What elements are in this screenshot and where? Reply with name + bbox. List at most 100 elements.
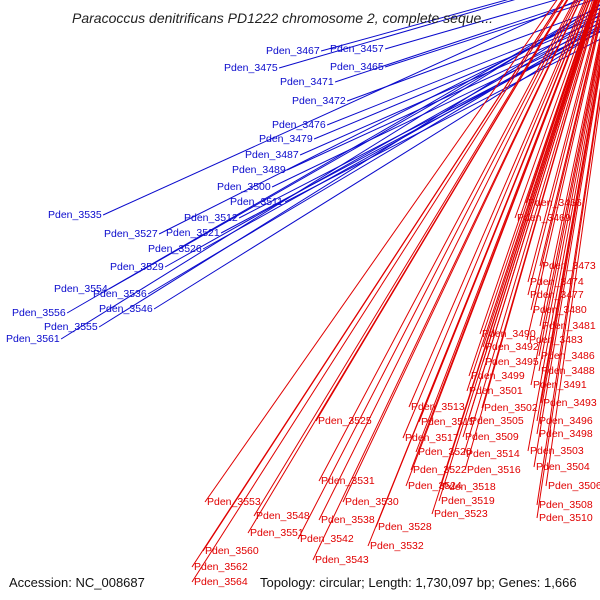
forward-leader-line <box>102 0 579 216</box>
reverse-leader-line <box>527 10 600 296</box>
forward-leader-line <box>98 14 600 328</box>
reverse-gene-label: Pden_3564 <box>194 576 248 588</box>
reverse-leader-line <box>318 0 579 521</box>
reverse-leader-line <box>538 43 600 357</box>
reverse-gene-label: Pden_3522 <box>413 464 467 476</box>
forward-gene-label: Pden_3561 <box>6 333 60 345</box>
forward-leader-line <box>313 19 600 140</box>
reverse-gene-label: Pden_3542 <box>300 533 354 545</box>
reverse-leader-line <box>526 22 600 341</box>
forward-leader-line <box>153 30 600 310</box>
reverse-gene-label: Pden_3560 <box>205 545 259 557</box>
reverse-leader-line <box>463 0 600 455</box>
forward-leader-line <box>220 31 600 234</box>
reverse-leader-line <box>466 0 597 392</box>
reverse-leader-line <box>405 0 591 487</box>
reverse-leader-line <box>415 0 591 453</box>
reverse-leader-line <box>464 0 600 471</box>
forward-gene-label: Pden_3511 <box>230 196 283 208</box>
forward-gene-label: Pden_3535 <box>48 209 102 221</box>
forward-gene-label: Pden_3536 <box>93 288 147 300</box>
reverse-leader-line <box>402 0 587 439</box>
reverse-leader-line <box>514 0 594 219</box>
reverse-gene-label: Pden_3473 <box>542 260 596 272</box>
forward-gene-label: Pden_3465 <box>330 61 384 73</box>
reverse-leader-line <box>367 0 589 547</box>
reverse-gene-label: Pden_3518 <box>442 481 496 493</box>
topology-stats: Topology: circular; Length: 1,730,097 bp… <box>260 575 577 590</box>
accession-text: Accession: NC_008687 <box>9 575 145 590</box>
reverse-leader-line <box>536 65 600 435</box>
forward-gene-label: Pden_3467 <box>266 45 320 57</box>
forward-gene-label: Pden_3555 <box>44 321 98 333</box>
reverse-gene-label: Pden_3523 <box>434 508 488 520</box>
reverse-gene-label: Pden_3477 <box>530 289 584 301</box>
reverse-gene-label: Pden_3530 <box>345 496 399 508</box>
reverse-leader-line <box>479 0 595 335</box>
reverse-leader-line <box>538 48 600 372</box>
forward-gene-label: Pden_3487 <box>245 149 299 161</box>
reverse-leader-line <box>530 40 600 386</box>
forward-gene-label: Pden_3475 <box>224 62 278 74</box>
forward-leader-line <box>384 0 558 50</box>
forward-gene-label: Pden_3500 <box>217 181 271 193</box>
reverse-gene-label: Pden_3520 <box>418 446 472 458</box>
forward-leader-line <box>147 24 600 295</box>
forward-gene-label: Pden_3529 <box>110 261 164 273</box>
reverse-gene-label: Pden_3491 <box>533 379 587 391</box>
reverse-gene-label: Pden_3551 <box>250 527 304 539</box>
reverse-leader-line <box>530 18 600 311</box>
reverse-leader-line <box>536 91 600 519</box>
reverse-gene-label: Pden_3509 <box>465 431 519 443</box>
forward-leader-line <box>60 4 600 340</box>
reverse-gene-label: Pden_3501 <box>469 385 523 397</box>
reverse-gene-label: Pden_3517 <box>405 432 459 444</box>
reverse-gene-label: Pden_3508 <box>539 499 593 511</box>
forward-leader-line <box>278 0 516 69</box>
reverse-gene-label: Pden_3504 <box>536 461 590 473</box>
reverse-gene-label: Pden_3474 <box>530 276 584 288</box>
reverse-gene-label: Pden_3495 <box>485 356 539 368</box>
forward-leader-line <box>346 7 600 102</box>
map-title: Paracoccus denitrificans PD1222 chromoso… <box>72 10 493 26</box>
reverse-leader-line <box>342 0 582 503</box>
forward-leader-line <box>384 0 596 68</box>
reverse-gene-label: Pden_3524 <box>408 480 462 492</box>
forward-leader-line <box>284 38 600 203</box>
reverse-gene-label: Pden_3492 <box>485 341 539 353</box>
reverse-leader-line <box>204 0 558 503</box>
reverse-gene-label: Pden_3543 <box>315 554 369 566</box>
reverse-gene-label: Pden_3503 <box>530 445 584 457</box>
reverse-gene-label: Pden_3480 <box>533 304 587 316</box>
reverse-gene-label: Pden_3513 <box>411 401 465 413</box>
reverse-leader-line <box>191 0 563 568</box>
reverse-gene-label: Pden_3528 <box>378 521 432 533</box>
forward-gene-label: Pden_3526 <box>148 243 202 255</box>
reverse-leader-line <box>462 0 599 438</box>
reverse-gene-label: Pden_3532 <box>370 540 424 552</box>
reverse-leader-line <box>408 0 586 408</box>
reverse-gene-label: Pden_3483 <box>529 334 583 346</box>
reverse-gene-label: Pden_3531 <box>321 475 375 487</box>
reverse-leader-line <box>191 0 565 583</box>
forward-gene-label: Pden_3521 <box>166 227 220 239</box>
reverse-gene-label: Pden_3490 <box>482 328 536 340</box>
reverse-gene-label: Pden_3516 <box>467 464 521 476</box>
reverse-leader-line <box>533 69 600 468</box>
reverse-gene-label: Pden_3548 <box>256 510 310 522</box>
reverse-gene-label: Pden_3525 <box>318 415 372 427</box>
forward-gene-label: Pden_3479 <box>259 133 313 145</box>
reverse-leader-line <box>468 0 596 377</box>
reverse-gene-label: Pden_3553 <box>207 496 261 508</box>
forward-gene-label: Pden_3546 <box>99 303 153 315</box>
reverse-gene-label: Pden_3514 <box>466 448 520 460</box>
reverse-leader-line <box>545 101 600 487</box>
reverse-gene-label: Pden_3469 <box>517 212 571 224</box>
reverse-gene-label: Pden_3486 <box>541 350 595 362</box>
forward-gene-label: Pden_3489 <box>232 164 286 176</box>
reverse-leader-line <box>431 0 597 515</box>
reverse-gene-label: Pden_3496 <box>539 415 593 427</box>
reverse-gene-label: Pden_3515 <box>421 416 475 428</box>
reverse-leader-line <box>318 0 576 482</box>
